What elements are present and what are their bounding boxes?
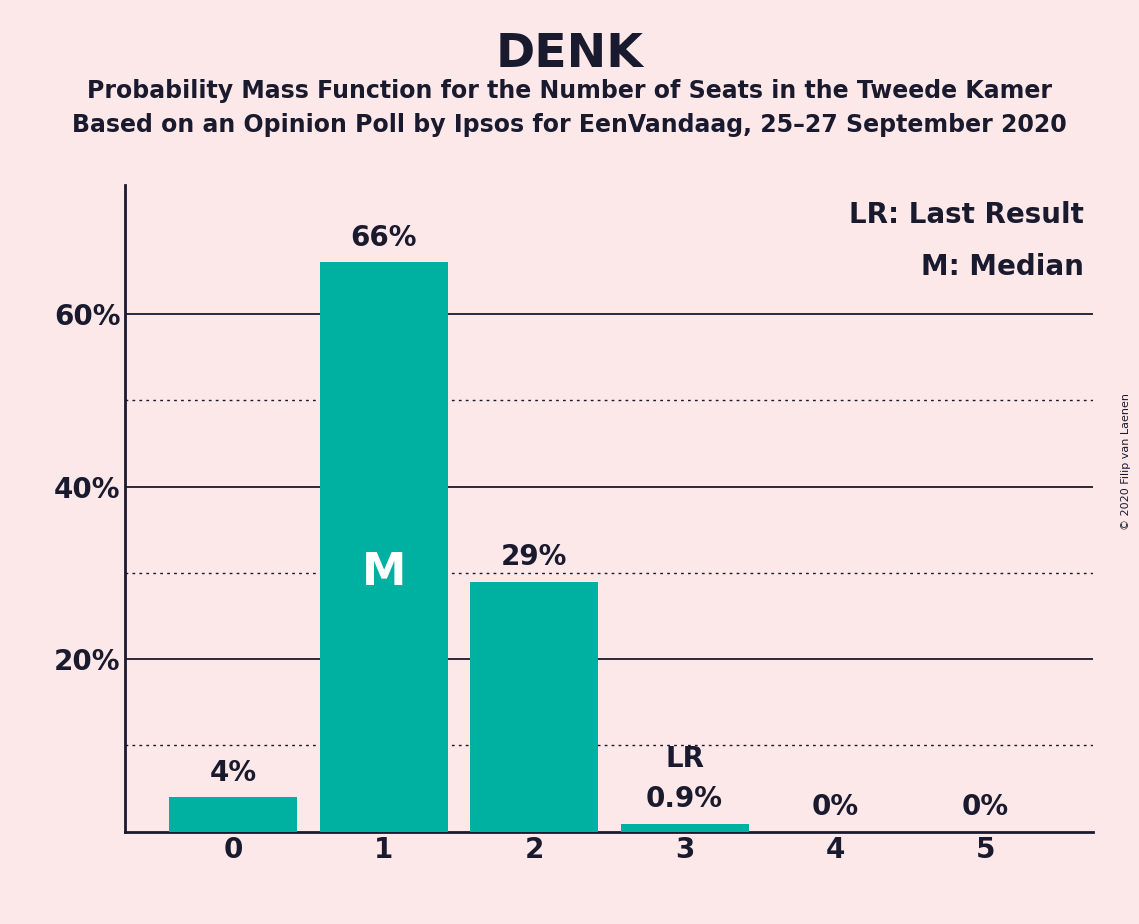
Text: 4%: 4% xyxy=(210,759,256,786)
Text: LR: Last Result: LR: Last Result xyxy=(849,201,1084,229)
Text: DENK: DENK xyxy=(495,32,644,78)
Text: M: M xyxy=(361,552,405,594)
Bar xyxy=(470,581,598,832)
Text: Probability Mass Function for the Number of Seats in the Tweede Kamer: Probability Mass Function for the Number… xyxy=(87,79,1052,103)
Text: M: Median: M: Median xyxy=(921,252,1084,281)
Text: LR: LR xyxy=(665,745,704,773)
Text: 0%: 0% xyxy=(811,793,859,821)
Text: 0%: 0% xyxy=(962,793,1009,821)
Bar xyxy=(621,824,748,832)
Text: 29%: 29% xyxy=(501,543,567,571)
Bar xyxy=(170,797,297,832)
Text: 66%: 66% xyxy=(351,224,417,252)
Text: 0.9%: 0.9% xyxy=(646,785,723,813)
Text: Based on an Opinion Poll by Ipsos for EenVandaag, 25–27 September 2020: Based on an Opinion Poll by Ipsos for Ee… xyxy=(72,113,1067,137)
Text: © 2020 Filip van Laenen: © 2020 Filip van Laenen xyxy=(1121,394,1131,530)
Bar xyxy=(320,262,448,832)
